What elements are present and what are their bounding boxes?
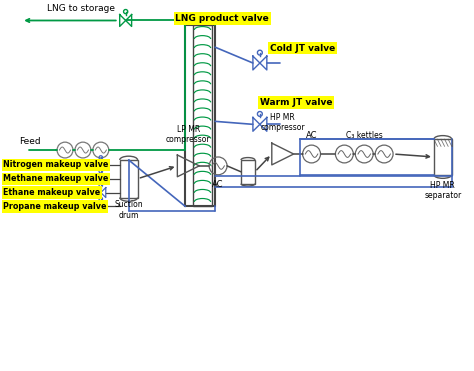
Text: Nitrogen makeup valve: Nitrogen makeup valve <box>3 160 109 170</box>
Text: C₃ kettles: C₃ kettles <box>346 131 383 140</box>
Text: LNG to storage: LNG to storage <box>47 4 115 13</box>
Text: Warm JT valve: Warm JT valve <box>260 98 332 107</box>
Bar <box>193 26 212 206</box>
Text: AC: AC <box>212 180 224 189</box>
Bar <box>185 26 215 206</box>
Text: AC: AC <box>306 131 317 140</box>
Text: HP MR
compressor: HP MR compressor <box>260 113 305 132</box>
Text: Methane makeup valve: Methane makeup valve <box>3 174 109 183</box>
Text: LP MR
compressor: LP MR compressor <box>166 125 210 144</box>
Text: LNG product valve: LNG product valve <box>175 14 269 23</box>
Text: Suction
drum: Suction drum <box>114 200 143 220</box>
Text: C₃ kettles: C₃ kettles <box>43 164 83 173</box>
Text: Cold JT valve: Cold JT valve <box>270 44 335 53</box>
Text: HP MR
separator: HP MR separator <box>424 181 461 200</box>
Text: Feed: Feed <box>19 137 41 146</box>
Bar <box>241 160 255 184</box>
Bar <box>434 139 452 175</box>
Text: Ethane makeup valve: Ethane makeup valve <box>3 188 100 197</box>
Text: Propane makeup valve: Propane makeup valve <box>3 202 107 211</box>
Bar <box>120 160 137 197</box>
